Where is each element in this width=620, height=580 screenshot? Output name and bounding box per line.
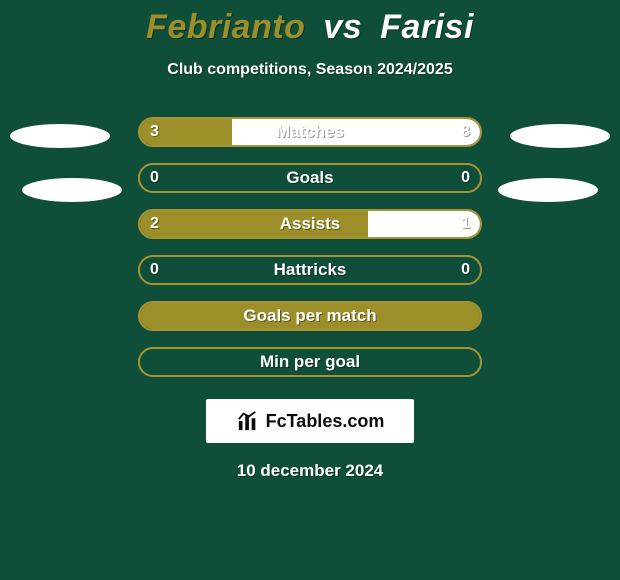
- stats-list: Matches38Goals00Assists21Hattricks00Goal…: [0, 109, 620, 385]
- page-title: Febrianto vs Farisi: [0, 8, 620, 47]
- date-label: 10 december 2024: [0, 461, 620, 481]
- stat-label: Min per goal: [140, 349, 480, 375]
- stat-value-right: 1: [461, 211, 470, 237]
- stat-row: Min per goal: [0, 339, 620, 385]
- stat-row: Goals per match: [0, 293, 620, 339]
- stat-value-right: 0: [461, 165, 470, 191]
- stat-value-left: 3: [150, 119, 159, 145]
- stat-row: Matches3 8: [0, 109, 620, 155]
- player1-name: Febrianto: [146, 8, 305, 46]
- stat-value-right: 8: [461, 119, 470, 145]
- stat-value-left: 0: [150, 257, 159, 283]
- stat-value-left: 0: [150, 165, 159, 191]
- stat-bar: Assists2 1: [138, 209, 482, 239]
- stat-row: Assists2 1: [0, 201, 620, 247]
- vs-label: vs: [323, 8, 362, 46]
- branding-text: FcTables.com: [266, 411, 385, 432]
- stat-label: Matches: [140, 119, 480, 145]
- stat-value-right: 0: [461, 257, 470, 283]
- stat-value-left: 2: [150, 211, 159, 237]
- stat-row: Hattricks0 0: [0, 247, 620, 293]
- stat-bar: Goals per match: [138, 301, 482, 331]
- container: Febrianto vs Farisi Club competitions, S…: [0, 0, 620, 580]
- stat-label: Hattricks: [140, 257, 480, 283]
- stat-bar: Goals0 0: [138, 163, 482, 193]
- stat-row: Goals0 0: [0, 155, 620, 201]
- stat-label: Assists: [140, 211, 480, 237]
- player2-name: Farisi: [380, 8, 474, 46]
- stat-label: Goals: [140, 165, 480, 191]
- subtitle: Club competitions, Season 2024/2025: [0, 61, 620, 79]
- branding-badge: FcTables.com: [206, 399, 414, 443]
- stat-bar: Matches3 8: [138, 117, 482, 147]
- chart-icon: [236, 409, 260, 433]
- stat-label: Goals per match: [140, 303, 480, 329]
- stat-bar: Min per goal: [138, 347, 482, 377]
- stat-bar: Hattricks0 0: [138, 255, 482, 285]
